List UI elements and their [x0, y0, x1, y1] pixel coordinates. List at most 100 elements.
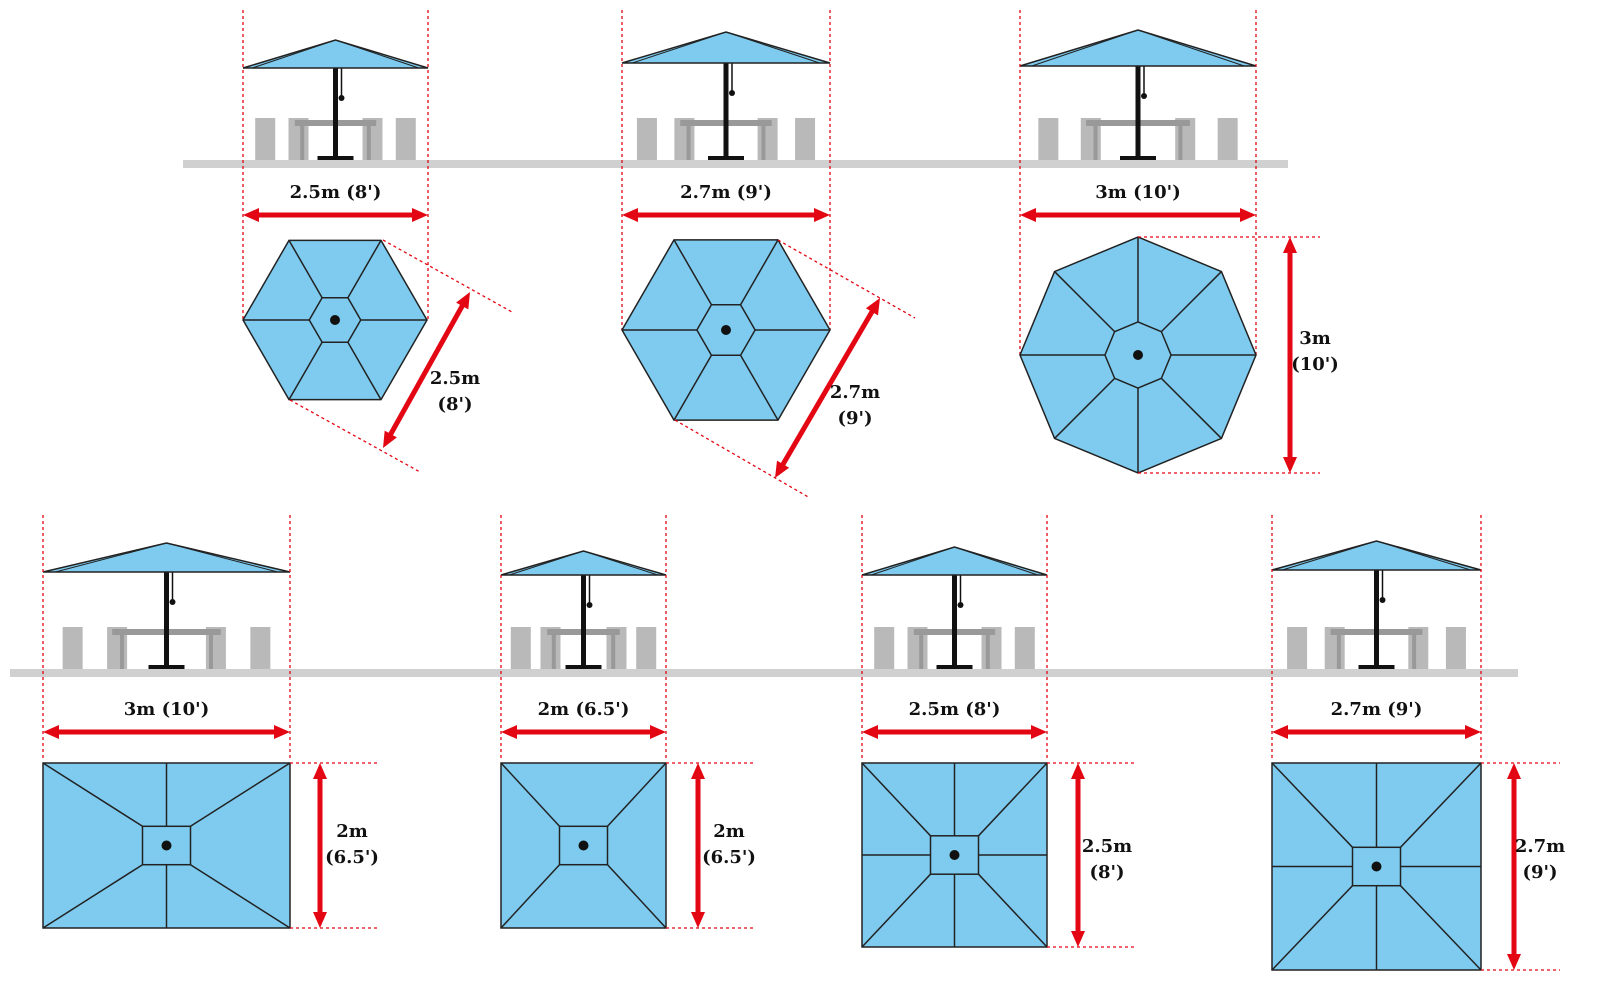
depth-label: 2m: [713, 821, 745, 842]
depth-label: (6.5'): [325, 847, 379, 868]
pole: [333, 40, 338, 160]
table-leg: [1178, 124, 1183, 160]
canopy-rib: [1160, 377, 1222, 439]
ground: [183, 160, 1288, 168]
width-label: 2.7m (9'): [1331, 699, 1423, 720]
canopy-rib: [1137, 29, 1245, 67]
canopy-rib: [1054, 271, 1116, 333]
base: [936, 665, 973, 669]
chair: [636, 627, 657, 669]
chair: [636, 118, 657, 160]
canopy-rib: [673, 239, 713, 306]
chair: [1217, 118, 1238, 160]
width-label: 2.5m (8'): [909, 699, 1001, 720]
table-leg: [919, 633, 924, 669]
pole: [723, 32, 729, 160]
depth-label: 2.7m: [830, 382, 880, 403]
base: [148, 665, 185, 669]
width-label: 2.5m (8'): [290, 182, 382, 203]
guide-line: [382, 239, 513, 313]
table-leg: [300, 124, 305, 160]
chair: [1038, 118, 1059, 160]
arrow-head: [1283, 237, 1297, 253]
crank: [957, 602, 964, 608]
canopy-rib: [252, 39, 336, 69]
arrow-head: [1031, 725, 1047, 739]
depth-label: (8'): [1089, 862, 1124, 883]
table-leg: [1412, 633, 1417, 669]
canopy-rib: [1399, 762, 1482, 848]
crank: [169, 599, 176, 605]
canopy-rib: [977, 873, 1048, 948]
table-leg: [686, 124, 691, 160]
arrow-head: [313, 912, 327, 928]
canopy-side: [621, 31, 831, 64]
canopy-rib: [1054, 377, 1116, 439]
canopy-rib: [673, 354, 713, 421]
base: [1120, 156, 1156, 160]
pole: [581, 551, 586, 669]
pole-top: [330, 315, 340, 325]
canopy-rib: [606, 864, 667, 929]
base: [317, 156, 354, 160]
chair: [255, 118, 276, 160]
arrow-head: [1507, 763, 1521, 779]
pole-top: [949, 850, 960, 860]
canopy-side: [242, 39, 429, 69]
pole: [164, 543, 169, 669]
canopy-side: [861, 546, 1048, 576]
canopy-rib: [166, 542, 278, 573]
canopy-rib: [500, 762, 561, 827]
guide-line: [674, 419, 811, 499]
arrow-head: [650, 725, 666, 739]
chair: [874, 627, 895, 669]
base: [565, 665, 602, 669]
canopy-hub: [558, 825, 609, 866]
canopy-rib: [871, 546, 955, 576]
arrow-head: [383, 430, 397, 448]
canopy-rib: [725, 31, 820, 64]
arrow-head: [775, 460, 790, 478]
canopy-rib: [190, 762, 291, 827]
arrow-head: [691, 912, 705, 928]
chair: [795, 118, 816, 160]
depth-label: 2.7m: [1515, 836, 1565, 857]
canopy-rib: [1031, 29, 1139, 67]
arrow-head: [1071, 763, 1085, 779]
canopy-rib: [632, 31, 727, 64]
width-label: 3m (10'): [1095, 182, 1180, 203]
arrow-head: [814, 208, 830, 222]
pole-top: [578, 840, 589, 851]
table-leg: [120, 633, 125, 669]
arrow-head: [274, 725, 290, 739]
chair: [510, 627, 531, 669]
chair: [1287, 627, 1308, 669]
canopy-rib: [347, 239, 382, 299]
canopy-side: [500, 550, 667, 576]
base: [1358, 665, 1395, 669]
arrow-head: [691, 763, 705, 779]
width-label: 2.7m (9'): [680, 182, 772, 203]
crank: [729, 90, 735, 96]
depth-label: 3m: [1299, 328, 1331, 349]
arrow-head: [412, 208, 428, 222]
table-leg: [1093, 124, 1098, 160]
canopy-rib: [55, 542, 167, 573]
canopy-rib: [1399, 885, 1482, 971]
chair: [62, 627, 83, 669]
table-leg: [1336, 633, 1341, 669]
table-leg: [985, 633, 990, 669]
depth-label: (6.5'): [702, 847, 756, 868]
depth-label: 2.5m: [1082, 836, 1132, 857]
arrow-head: [865, 298, 880, 316]
canopy-rib: [42, 762, 143, 827]
arrow-head: [1240, 208, 1256, 222]
canopy-rib: [606, 762, 667, 827]
canopy-rib: [288, 239, 323, 299]
depth-label: (8'): [437, 394, 472, 415]
width-label: 2m (6.5'): [538, 699, 630, 720]
arrow-head: [1465, 725, 1481, 739]
crank: [1379, 597, 1386, 603]
pole-top: [721, 325, 731, 335]
canopy-rib: [500, 864, 561, 929]
